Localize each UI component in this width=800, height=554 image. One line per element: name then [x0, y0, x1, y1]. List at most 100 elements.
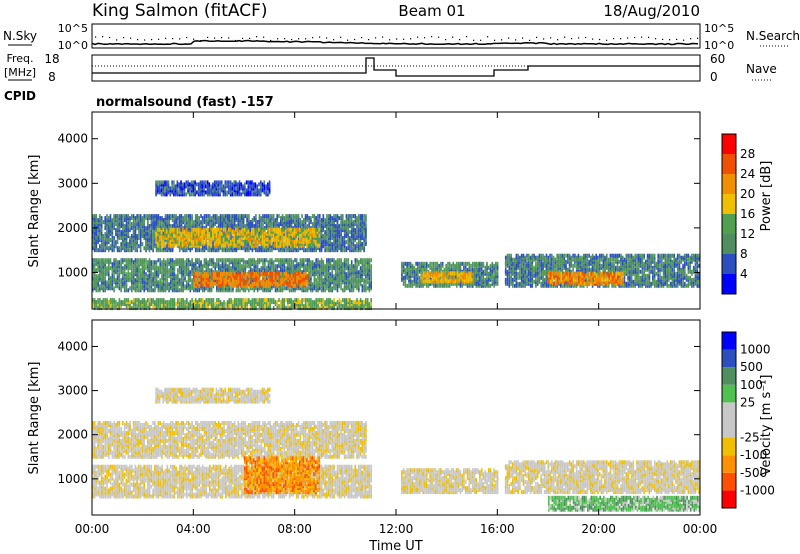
- range-cell: [278, 264, 280, 269]
- range-cell: [257, 281, 259, 286]
- range-cell: [148, 244, 151, 249]
- range-cell: [294, 279, 296, 284]
- noise-search-dot: [368, 39, 370, 41]
- noise-search-dot: [179, 38, 181, 40]
- range-cell: [176, 227, 179, 232]
- range-cell: [274, 227, 276, 232]
- range-cell: [205, 237, 207, 242]
- range-cell: [155, 270, 158, 275]
- range-cell: [104, 240, 106, 245]
- range-cell: [139, 228, 142, 233]
- range-cell: [214, 271, 217, 276]
- range-cell: [287, 266, 289, 271]
- range-cell: [268, 239, 271, 244]
- range-cell: [306, 229, 308, 234]
- range-cell: [225, 275, 227, 280]
- range-cell: [187, 244, 190, 249]
- range-cell: [232, 273, 234, 278]
- range-cell: [199, 227, 202, 232]
- range-cell: [269, 286, 271, 291]
- range-cell: [356, 216, 358, 221]
- range-cell: [244, 279, 247, 284]
- range-cell: [170, 258, 172, 263]
- range-cell: [297, 220, 300, 225]
- range-cell: [138, 236, 140, 241]
- range-cell: [277, 227, 280, 232]
- range-cell: [358, 270, 360, 275]
- range-cell: [315, 228, 317, 233]
- range-cell: [184, 260, 186, 265]
- range-cell: [265, 258, 268, 263]
- range-cell: [228, 258, 231, 263]
- range-cell: [161, 260, 163, 265]
- range-cell: [111, 222, 114, 227]
- range-cell: [182, 258, 184, 263]
- range-cell: [281, 220, 284, 225]
- range-cell: [241, 244, 243, 249]
- range-cell: [267, 224, 270, 229]
- range-cell: [178, 288, 181, 293]
- range-cell: [116, 214, 119, 219]
- range-cell: [97, 248, 99, 253]
- range-cell: [186, 218, 188, 223]
- range-cell: [115, 214, 117, 219]
- range-cell: [131, 222, 133, 227]
- range-cell: [311, 239, 313, 244]
- range-cell: [132, 264, 135, 269]
- range-cell: [173, 264, 176, 269]
- range-cell: [150, 244, 153, 249]
- range-cell: [363, 246, 365, 251]
- range-cell: [147, 226, 149, 231]
- range-cell: [200, 214, 202, 219]
- range-cell: [138, 244, 140, 249]
- range-cell: [138, 284, 140, 289]
- range-cell: [115, 280, 117, 285]
- range-cell: [184, 248, 186, 253]
- range-cell: [116, 240, 119, 245]
- range-cell: [125, 288, 128, 293]
- range-cell: [236, 227, 239, 232]
- range-cell: [365, 214, 367, 219]
- range-cell: [248, 218, 250, 223]
- range-cell: [298, 271, 300, 276]
- range-cell: [230, 214, 232, 219]
- range-cell: [189, 228, 192, 233]
- range-cell: [198, 258, 200, 263]
- range-cell: [236, 239, 239, 244]
- range-cell: [150, 266, 153, 271]
- range-cell: [170, 214, 172, 219]
- range-cell: [129, 258, 131, 263]
- range-cell: [214, 266, 216, 271]
- range-cell: [217, 262, 220, 267]
- range-cell: [161, 222, 163, 227]
- range-cell: [180, 276, 183, 281]
- range-cell: [175, 280, 177, 285]
- range-cell: [241, 220, 243, 225]
- range-cell: [283, 235, 285, 240]
- range-cell: [294, 220, 296, 225]
- range-cell: [192, 227, 195, 232]
- range-cell: [336, 288, 339, 293]
- range-cell: [347, 258, 349, 263]
- range-cell: [246, 214, 248, 219]
- range-cell: [342, 214, 344, 219]
- range-cell: [365, 222, 367, 227]
- range-cell: [317, 258, 319, 263]
- noise-search-dot: [277, 38, 279, 40]
- range-cell: [123, 244, 126, 249]
- range-cell: [164, 227, 166, 232]
- range-cell: [106, 246, 108, 251]
- range-cell: [132, 260, 135, 265]
- range-cell: [319, 276, 321, 281]
- range-cell: [333, 274, 335, 279]
- range-cell: [118, 260, 121, 265]
- range-cell: [237, 271, 240, 276]
- noise-search-dot: [529, 39, 531, 41]
- range-cell: [166, 233, 168, 238]
- range-cell: [226, 231, 228, 236]
- range-cell: [306, 266, 309, 271]
- range-cell: [207, 260, 209, 265]
- range-cell: [129, 266, 131, 271]
- range-cell: [289, 279, 291, 284]
- range-cell: [239, 258, 241, 263]
